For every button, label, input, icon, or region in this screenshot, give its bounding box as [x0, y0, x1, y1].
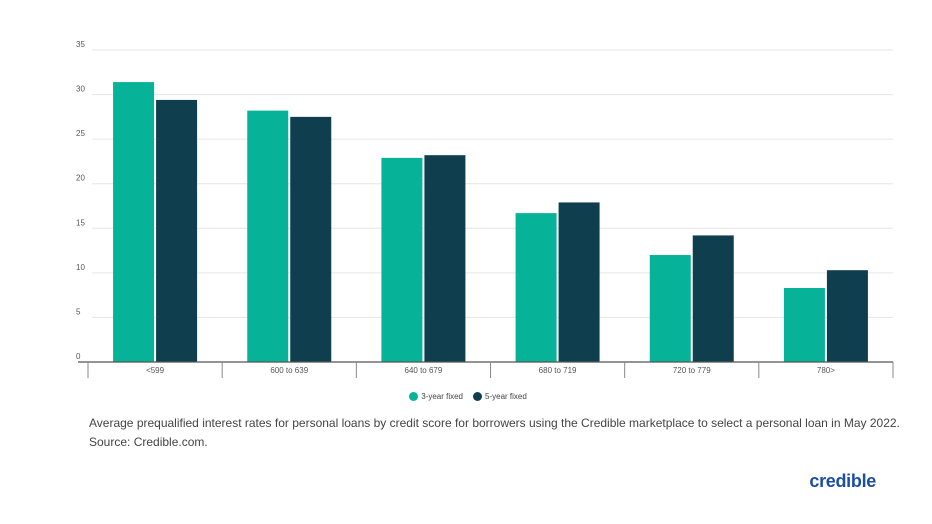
- bar-5-year: [826, 270, 868, 362]
- y-tick-label: 0: [76, 352, 81, 361]
- legend-item-5-year: 5-year fixed: [473, 392, 527, 401]
- x-tick-label: <599: [146, 366, 165, 375]
- bar-3-year: [247, 110, 289, 362]
- bar-5-year: [156, 99, 198, 363]
- bar-3-year: [113, 82, 155, 362]
- bar-chart: 0 5 10 15 20 25 30 35 <599 600 to 639 640 to 679 68…: [76, 40, 894, 378]
- bar-3-year: [783, 288, 825, 362]
- y-tick-label: 5: [76, 307, 81, 316]
- credible-logo: credible: [809, 471, 876, 491]
- y-tick-label: 15: [76, 218, 85, 227]
- bar-5-year: [558, 202, 600, 362]
- caption-description: Average prequalified interest rates for …: [89, 416, 900, 430]
- chart-caption: Average prequalified interest rates for …: [89, 414, 909, 452]
- bar-3-year: [649, 255, 691, 362]
- y-tick-label: 35: [76, 40, 85, 49]
- bar-3-year: [515, 213, 557, 362]
- x-tick-label: 600 to 639: [270, 366, 308, 375]
- legend-swatch-3-year: [409, 392, 419, 401]
- bar-5-year: [424, 155, 466, 362]
- legend-swatch-5-year: [473, 392, 482, 401]
- x-tick-label: 780>: [817, 366, 835, 375]
- legend: 3-year fixed 5-year fixed: [0, 392, 932, 401]
- x-tick-label: 680 to 719: [539, 366, 577, 375]
- legend-item-3-year: 3-year fixed: [409, 392, 463, 401]
- legend-label-5-year: 5-year fixed: [485, 392, 527, 401]
- bar-5-year: [290, 116, 332, 362]
- legend-label-3-year: 3-year fixed: [421, 392, 463, 401]
- y-tick-label: 30: [76, 85, 85, 94]
- caption-source: Source: Credible.com.: [89, 435, 208, 449]
- y-tick-label: 20: [76, 174, 85, 183]
- x-tick-label: 720 to 779: [673, 366, 711, 375]
- bar-5-year: [692, 235, 734, 362]
- y-tick-label: 25: [76, 129, 85, 138]
- x-tick-label: 640 to 679: [405, 366, 443, 375]
- bar-3-year: [381, 157, 423, 362]
- y-tick-label: 10: [76, 263, 85, 272]
